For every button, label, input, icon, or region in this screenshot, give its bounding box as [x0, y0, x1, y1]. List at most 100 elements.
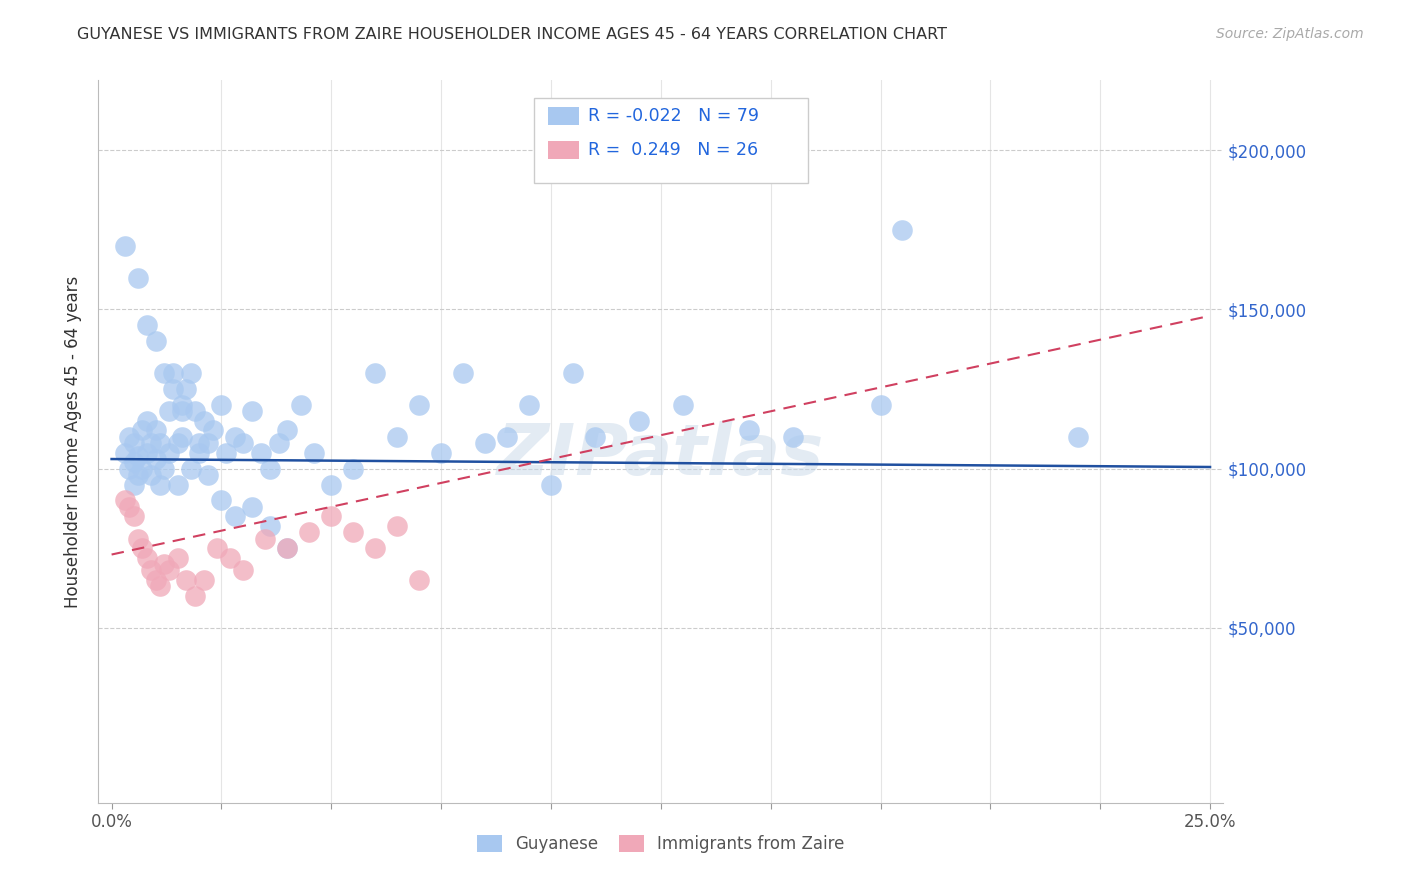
Point	[290, 398, 312, 412]
Point	[215, 445, 238, 459]
Point	[145, 424, 167, 438]
Point	[122, 509, 145, 524]
Point	[145, 334, 167, 349]
Point	[162, 366, 184, 380]
Point	[170, 430, 193, 444]
Point	[232, 436, 254, 450]
Point	[302, 445, 325, 459]
Point	[342, 461, 364, 475]
Point	[149, 579, 172, 593]
Point	[193, 573, 215, 587]
Point	[122, 477, 145, 491]
Point	[149, 477, 172, 491]
Point	[240, 404, 263, 418]
Point	[254, 532, 277, 546]
Point	[496, 430, 519, 444]
Point	[166, 550, 188, 565]
Point	[170, 404, 193, 418]
Point	[141, 436, 163, 450]
Point	[342, 525, 364, 540]
Point	[153, 557, 176, 571]
Point	[114, 445, 136, 459]
Point	[782, 430, 804, 444]
Point	[201, 424, 224, 438]
Point	[118, 430, 141, 444]
Point	[127, 467, 149, 482]
Point	[127, 449, 149, 463]
Point	[364, 366, 387, 380]
Point	[738, 424, 761, 438]
Point	[408, 573, 430, 587]
Point	[184, 404, 207, 418]
Point	[118, 461, 141, 475]
Point	[408, 398, 430, 412]
Point	[321, 509, 343, 524]
Point	[135, 445, 157, 459]
Point	[219, 550, 242, 565]
Point	[197, 436, 219, 450]
Text: GUYANESE VS IMMIGRANTS FROM ZAIRE HOUSEHOLDER INCOME AGES 45 - 64 YEARS CORRELAT: GUYANESE VS IMMIGRANTS FROM ZAIRE HOUSEH…	[77, 27, 948, 42]
Text: R = -0.022   N = 79: R = -0.022 N = 79	[588, 107, 759, 125]
Point	[474, 436, 496, 450]
Point	[122, 455, 145, 469]
Point	[430, 445, 453, 459]
Point	[197, 467, 219, 482]
Point	[131, 541, 153, 556]
Text: ZIPatlas: ZIPatlas	[498, 422, 824, 491]
Point	[141, 467, 163, 482]
Point	[188, 445, 211, 459]
Point	[891, 223, 914, 237]
Y-axis label: Householder Income Ages 45 - 64 years: Householder Income Ages 45 - 64 years	[65, 276, 83, 607]
Point	[180, 461, 202, 475]
Point	[276, 541, 298, 556]
Point	[166, 436, 188, 450]
Point	[176, 573, 198, 587]
Point	[385, 430, 409, 444]
Point	[131, 424, 153, 438]
Point	[180, 366, 202, 380]
Point	[232, 564, 254, 578]
Point	[267, 436, 290, 450]
Point	[145, 452, 167, 467]
Point	[224, 509, 246, 524]
Point	[205, 541, 228, 556]
Point	[131, 461, 153, 475]
Point	[176, 382, 198, 396]
Point	[211, 398, 233, 412]
Point	[869, 398, 891, 412]
Legend: Guyanese, Immigrants from Zaire: Guyanese, Immigrants from Zaire	[471, 828, 851, 860]
Point	[385, 519, 409, 533]
Point	[250, 445, 273, 459]
Point	[583, 430, 606, 444]
Point	[114, 239, 136, 253]
Point	[672, 398, 695, 412]
Point	[149, 436, 172, 450]
Point	[1067, 430, 1090, 444]
Point	[188, 436, 211, 450]
Point	[135, 550, 157, 565]
Point	[157, 445, 180, 459]
Point	[240, 500, 263, 514]
Point	[259, 519, 281, 533]
Point	[141, 564, 163, 578]
Point	[114, 493, 136, 508]
Point	[153, 461, 176, 475]
Point	[157, 564, 180, 578]
Point	[276, 424, 298, 438]
Point	[170, 398, 193, 412]
Text: R =  0.249   N = 26: R = 0.249 N = 26	[588, 141, 758, 159]
Point	[135, 318, 157, 333]
Point	[211, 493, 233, 508]
Point	[364, 541, 387, 556]
Point	[118, 500, 141, 514]
Point	[193, 414, 215, 428]
Point	[298, 525, 321, 540]
Point	[540, 477, 562, 491]
Point	[562, 366, 585, 380]
Point	[162, 382, 184, 396]
Point	[135, 414, 157, 428]
Point	[517, 398, 540, 412]
Point	[122, 436, 145, 450]
Point	[145, 573, 167, 587]
Point	[153, 366, 176, 380]
